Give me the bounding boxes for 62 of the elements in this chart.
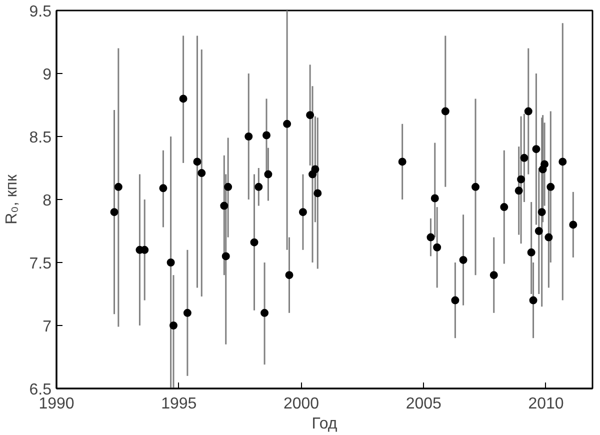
point — [451, 296, 460, 304]
point — [224, 182, 232, 191]
x-axis-title: Год — [312, 416, 338, 432]
point — [430, 194, 439, 202]
point — [298, 208, 307, 216]
point — [220, 202, 228, 210]
point — [538, 208, 546, 216]
y-tick-label: 7.5 — [29, 256, 52, 272]
point — [254, 182, 263, 191]
point — [472, 182, 480, 191]
point — [569, 220, 578, 229]
point — [311, 165, 320, 174]
point — [459, 256, 468, 264]
point — [260, 308, 269, 317]
point — [532, 145, 540, 154]
point — [169, 322, 178, 330]
point — [433, 243, 442, 252]
point — [183, 308, 192, 317]
point — [159, 184, 168, 192]
point — [529, 296, 538, 304]
point — [264, 170, 272, 178]
y-tick-label: 9 — [42, 66, 52, 84]
point — [500, 203, 508, 212]
point — [441, 107, 450, 116]
point — [314, 189, 322, 198]
point — [520, 154, 528, 162]
point — [544, 233, 553, 242]
point — [306, 111, 314, 120]
point — [166, 258, 175, 266]
y-tick-label: 8.5 — [29, 130, 52, 146]
point — [426, 233, 435, 242]
point — [244, 132, 253, 140]
x-tick-label: 1995 — [161, 396, 197, 412]
point — [517, 175, 526, 184]
x-tick-label: 2000 — [283, 396, 320, 412]
point — [110, 208, 118, 216]
point — [490, 271, 498, 280]
point — [524, 107, 532, 116]
point — [398, 158, 406, 166]
point — [193, 158, 202, 166]
y-axis-title: R₀, кпк — [3, 174, 20, 224]
x-tick-label: 1990 — [38, 396, 74, 412]
point — [250, 238, 258, 246]
point — [546, 182, 555, 191]
point — [540, 160, 549, 168]
point — [534, 227, 543, 235]
x-tick-label: 2005 — [406, 396, 442, 412]
point — [222, 252, 230, 260]
y-tick-label: 7 — [42, 318, 52, 336]
point — [179, 94, 188, 103]
point — [514, 186, 523, 195]
point — [527, 248, 536, 256]
y-tick-label: 9.5 — [29, 4, 52, 20]
point — [198, 169, 206, 178]
point — [114, 182, 122, 191]
point — [262, 131, 270, 140]
point — [283, 120, 292, 128]
y-tick-label: 6.5 — [29, 382, 52, 398]
point — [558, 158, 567, 166]
y-tick-label: 8 — [42, 192, 52, 210]
point — [285, 271, 294, 280]
x-tick-label: 2010 — [528, 396, 564, 412]
